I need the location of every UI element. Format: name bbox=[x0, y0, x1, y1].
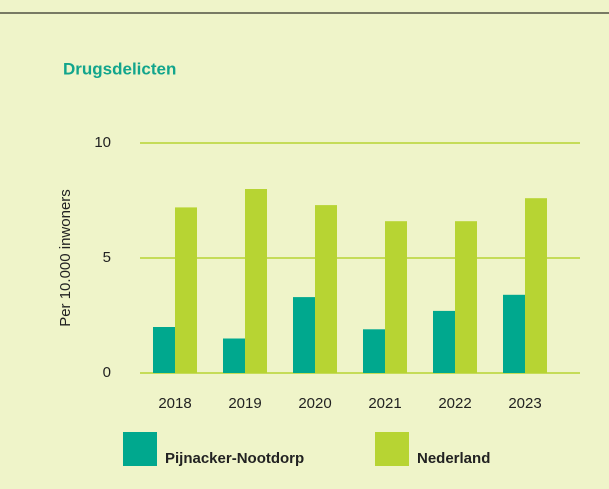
bar bbox=[245, 189, 267, 373]
x-tick-label: 2020 bbox=[298, 395, 331, 412]
bar bbox=[153, 327, 175, 373]
bar bbox=[293, 297, 315, 373]
bar bbox=[315, 205, 337, 373]
bar bbox=[363, 329, 385, 373]
bar bbox=[433, 310, 455, 373]
bar bbox=[175, 207, 197, 373]
x-tick-label: 2019 bbox=[228, 395, 261, 412]
bar bbox=[525, 198, 547, 373]
legend-label: Pijnacker-Nootdorp bbox=[165, 450, 304, 467]
y-tick-label: 5 bbox=[103, 249, 111, 266]
bar bbox=[385, 221, 407, 373]
y-tick-label: 10 bbox=[94, 134, 111, 151]
x-tick-label: 2021 bbox=[368, 395, 401, 412]
x-tick-label: 2022 bbox=[438, 395, 471, 412]
y-tick-label: 0 bbox=[103, 364, 111, 381]
legend-swatch bbox=[375, 432, 409, 466]
chart-title: Drugsdelicten bbox=[63, 59, 176, 78]
x-tick-label: 2018 bbox=[158, 395, 191, 412]
x-tick-label: 2023 bbox=[508, 395, 541, 412]
bar bbox=[503, 294, 525, 373]
legend-swatch bbox=[123, 432, 157, 466]
bar bbox=[455, 221, 477, 373]
legend-label: Nederland bbox=[417, 450, 490, 467]
bar bbox=[223, 338, 245, 373]
y-axis-label: Per 10.000 inwoners bbox=[57, 189, 74, 327]
